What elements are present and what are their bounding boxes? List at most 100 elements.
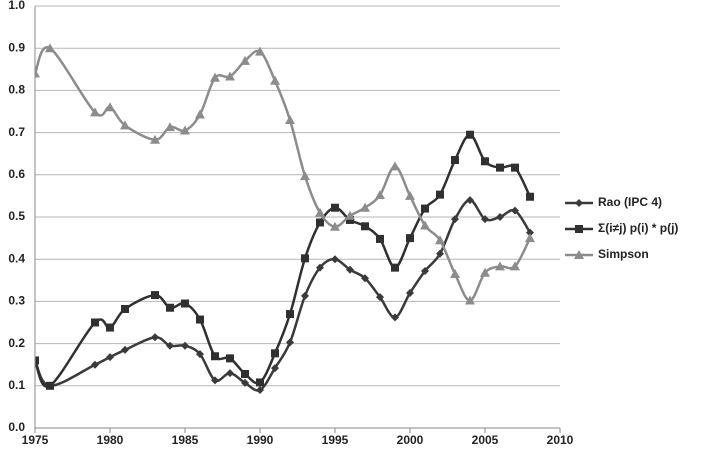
marker	[526, 192, 534, 201]
marker	[346, 215, 354, 224]
marker	[575, 199, 583, 207]
marker	[420, 220, 430, 230]
marker	[46, 381, 54, 390]
y-tick-label: 0.5	[8, 209, 25, 223]
marker	[241, 369, 249, 378]
marker	[196, 350, 204, 359]
marker	[256, 378, 264, 387]
marker	[226, 369, 234, 378]
marker	[121, 304, 129, 313]
marker	[225, 71, 235, 81]
marker	[435, 235, 445, 245]
series-line	[35, 46, 532, 302]
marker	[286, 310, 294, 319]
marker	[181, 341, 189, 350]
marker	[360, 202, 370, 212]
marker	[196, 315, 204, 324]
marker	[316, 263, 324, 272]
marker	[256, 386, 264, 395]
marker	[331, 203, 339, 212]
marker	[240, 55, 250, 65]
y-tick-label: 0.9	[8, 40, 25, 54]
marker	[481, 215, 489, 224]
marker	[255, 46, 265, 56]
marker	[241, 378, 249, 387]
marker	[511, 163, 519, 172]
marker	[316, 218, 324, 227]
marker	[390, 161, 400, 171]
marker	[270, 75, 280, 85]
marker	[421, 204, 429, 213]
marker	[526, 228, 534, 237]
series-line	[35, 133, 532, 388]
y-tick-label: 0.1	[8, 378, 25, 392]
y-tick-label: 0.2	[8, 336, 25, 350]
x-tick-label: 1975	[22, 433, 49, 447]
marker	[151, 333, 159, 342]
marker	[106, 353, 114, 362]
marker	[150, 134, 160, 144]
marker	[210, 72, 220, 82]
marker	[525, 233, 535, 243]
legend-label: Simpson	[598, 247, 649, 261]
marker	[436, 249, 444, 258]
marker	[166, 303, 174, 312]
marker	[496, 213, 504, 221]
series-line	[35, 198, 532, 392]
marker	[391, 263, 399, 272]
marker	[451, 215, 459, 224]
marker	[436, 190, 444, 199]
x-tick-label: 2000	[397, 433, 424, 447]
marker	[91, 318, 99, 327]
grid	[35, 5, 560, 429]
marker	[226, 354, 234, 363]
marker	[90, 107, 100, 117]
marker	[35, 68, 40, 78]
marker	[300, 171, 310, 181]
marker	[286, 338, 294, 347]
marker	[165, 122, 175, 132]
marker	[345, 210, 355, 220]
marker	[91, 360, 99, 369]
marker	[106, 323, 114, 332]
marker	[405, 190, 415, 200]
x-tick-label: 1980	[97, 433, 124, 447]
legend-label: Rao (IPC 4)	[598, 195, 662, 209]
x-tick-label: 2005	[472, 433, 499, 447]
plot-area	[35, 43, 535, 395]
marker	[480, 267, 490, 277]
marker	[406, 234, 414, 243]
marker	[466, 196, 474, 205]
marker	[195, 109, 205, 119]
y-tick-label: 0.3	[8, 294, 25, 308]
legend-label: Σ(i≠j) p(i) * p(j)	[598, 221, 678, 235]
marker	[375, 190, 385, 200]
marker	[166, 341, 174, 350]
marker	[391, 313, 399, 322]
marker	[180, 125, 190, 135]
marker	[301, 254, 309, 263]
marker	[575, 225, 583, 233]
marker	[211, 376, 219, 385]
marker	[285, 114, 295, 124]
marker	[376, 234, 384, 243]
marker	[450, 268, 460, 278]
y-tick-label: 0.8	[8, 83, 25, 97]
x-tick-label: 1995	[322, 433, 349, 447]
y-tick-label: 0.6	[8, 167, 25, 181]
y-tick-label: 0.4	[8, 251, 25, 265]
marker	[510, 261, 520, 271]
marker	[466, 130, 474, 139]
marker	[181, 299, 189, 308]
marker	[105, 102, 115, 112]
marker	[465, 295, 475, 305]
marker	[330, 221, 340, 231]
marker	[211, 352, 219, 361]
marker	[511, 206, 519, 215]
marker	[496, 163, 504, 172]
marker	[331, 255, 339, 264]
x-tick-label: 2010	[547, 433, 574, 447]
marker	[481, 157, 489, 166]
marker	[301, 291, 309, 300]
x-tick-label: 1990	[247, 433, 274, 447]
